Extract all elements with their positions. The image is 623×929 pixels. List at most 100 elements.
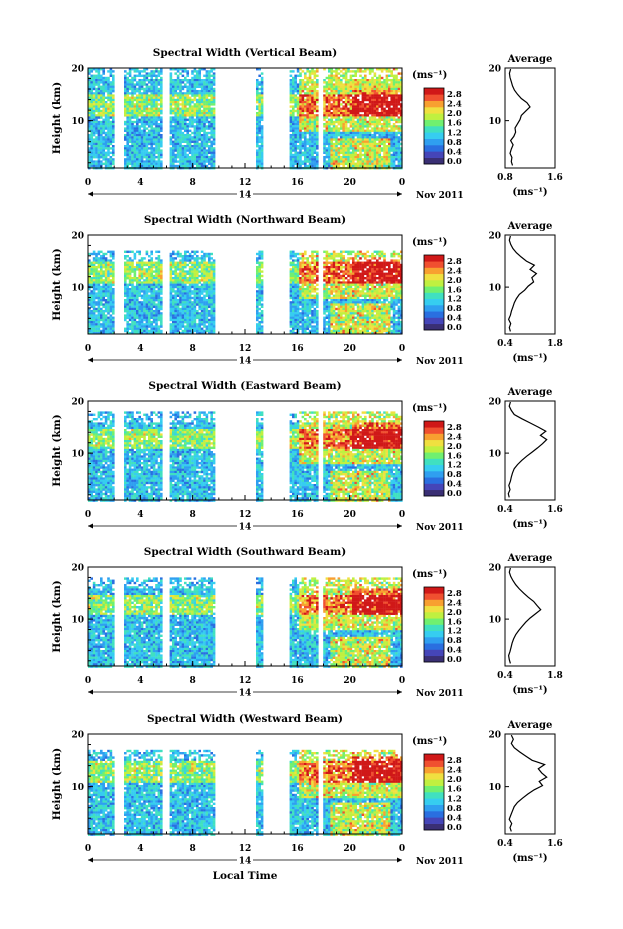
average-title: Average	[507, 720, 553, 731]
x-tick-label: 12	[239, 510, 252, 520]
colorbar-segment	[424, 643, 444, 650]
average-plot: Average 20 10 0.4 1.8(ms⁻¹)	[488, 221, 562, 364]
colorbar-segment	[424, 618, 444, 625]
colorbar-segment	[424, 477, 444, 484]
colorbar-segment	[424, 624, 444, 632]
x-tick-label: 4	[137, 178, 143, 188]
panel-title: Spectral Width (Westward Beam)	[147, 713, 343, 725]
x-tick-label: 4	[137, 676, 143, 686]
x-tick-label: 16	[291, 844, 304, 854]
x-tick-label: 8	[190, 844, 196, 854]
x-tick-label: 12	[239, 178, 252, 188]
date-label: Nov 2011	[416, 523, 464, 533]
panel-title: Spectral Width (Eastward Beam)	[148, 380, 341, 392]
panel-3: Spectral Width (Eastward Beam) 20 10 Height…	[51, 380, 563, 533]
colorbar-tick-label: 2.8	[447, 589, 462, 599]
colorbar-tick-label: 2.4	[447, 266, 462, 276]
x-tick-label: 0	[399, 844, 405, 854]
colorbar-segment	[424, 317, 444, 325]
average-y-tick-label: 20	[488, 232, 501, 242]
date-label: Nov 2011	[416, 857, 464, 867]
colorbar-segment	[424, 599, 444, 607]
x-tick-label: 4	[137, 844, 143, 854]
date-label: Nov 2011	[416, 357, 464, 367]
colorbar-tick-label: 1.6	[447, 285, 462, 295]
colorbar-tick-label: 1.6	[447, 119, 462, 129]
colorbar-tick-label: 0.8	[447, 304, 462, 314]
average-y-tick-label: 20	[488, 65, 501, 75]
colorbar-segment	[424, 113, 444, 120]
colorbar-segment	[424, 145, 444, 152]
colorbar-segment	[424, 433, 444, 441]
average-x-tick-label: 1.6	[547, 505, 563, 515]
colorbar-segment	[424, 286, 444, 293]
colorbar-segment	[424, 817, 444, 824]
colorbar	[423, 254, 445, 331]
colorbar-segment	[424, 151, 444, 158]
average-frame	[504, 400, 556, 501]
colorbar-segment	[424, 421, 444, 428]
day-label-bg	[237, 855, 253, 865]
day-arrow-left	[88, 191, 93, 197]
colorbar-segment	[424, 587, 444, 594]
average-plot: Average 20 10 0.4 1.8(ms⁻¹)	[488, 553, 562, 696]
day-label: 14	[239, 689, 252, 699]
day-label-bg	[237, 687, 253, 697]
x-tick-label: 4	[137, 344, 143, 354]
colorbar-segment	[424, 132, 444, 139]
colorbar-tick-label: 2.0	[447, 276, 462, 286]
average-y-tick-label: 20	[488, 398, 501, 408]
colorbar-tick-label: 2.8	[447, 257, 462, 267]
colorbar-segment	[424, 779, 444, 786]
x-tick-label: 12	[239, 676, 252, 686]
colorbar-tick-label: 2.4	[447, 598, 462, 608]
colorbar-segment	[424, 107, 444, 114]
colorbar-segment	[424, 785, 444, 793]
x-tick-label: 4	[137, 510, 143, 520]
average-frame	[504, 67, 556, 169]
average-frame	[504, 566, 556, 667]
panel-1: Spectral Width (Vertical Beam) 20 10 Height…	[51, 47, 563, 201]
colorbar-segment	[424, 292, 444, 300]
average-title: Average	[507, 221, 553, 232]
colorbar-segment	[424, 255, 444, 262]
y-tick-label: 20	[71, 398, 84, 408]
average-profile-line	[507, 235, 538, 332]
colorbar-frame	[423, 87, 445, 165]
colorbar-unit-label: (ms⁻¹)	[412, 569, 447, 580]
y-axis-label: Height (km)	[51, 748, 63, 820]
colorbar-unit-label: (ms⁻¹)	[412, 237, 447, 248]
colorbar	[423, 753, 445, 831]
colorbar-tick-label: 0.0	[447, 655, 462, 665]
day-arrow-left	[88, 357, 93, 363]
panel-4: Spectral Width (Southward Beam) 20 10 Heigh…	[51, 546, 563, 699]
average-x-tick-label: 0.4	[497, 339, 513, 349]
panel-2: Spectral Width (Northward Beam) 20 10 Heigh…	[51, 214, 563, 367]
average-profile-line	[508, 68, 531, 166]
y-axis-label: Height (km)	[51, 414, 63, 486]
day-label: 14	[239, 357, 252, 367]
heatmap-cells	[88, 68, 403, 170]
average-profile-line	[508, 734, 548, 832]
day-arrow-left	[88, 689, 93, 695]
colorbar-tick-label: 0.0	[447, 823, 462, 833]
average-title: Average	[507, 54, 553, 65]
x-tick-label: 0	[399, 344, 405, 354]
average-frame	[504, 733, 556, 835]
average-profile-line	[507, 401, 548, 498]
panel-title: Spectral Width (Northward Beam)	[144, 214, 346, 226]
x-tick-label: 20	[343, 676, 356, 686]
colorbar-segment	[424, 138, 444, 146]
day-arrow-right	[397, 191, 402, 197]
panel-5: Spectral Width (Westward Beam) 20 10 Height…	[51, 713, 563, 867]
average-x-tick-label: 1.6	[547, 839, 563, 849]
x-tick-label: 16	[291, 676, 304, 686]
colorbar-segment	[424, 119, 444, 127]
colorbar-segment	[424, 427, 444, 434]
x-tick-label: 0	[85, 178, 91, 188]
colorbar-tick-label: 2.0	[447, 442, 462, 452]
x-tick-label: 0	[85, 344, 91, 354]
colorbar-segment	[424, 94, 444, 101]
colorbar-tick-label: 2.8	[447, 423, 462, 433]
average-x-label: (ms⁻¹)	[512, 685, 547, 696]
